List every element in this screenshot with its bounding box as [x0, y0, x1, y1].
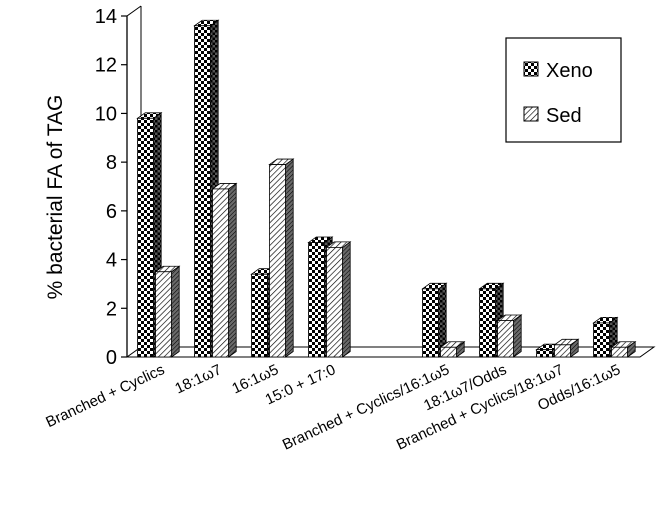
wall-top-edge — [126, 5, 142, 17]
y-tick-label: 12 — [95, 55, 117, 77]
y-tick-label: 6 — [106, 201, 117, 223]
legend: Xeno Sed — [505, 37, 622, 143]
bar-side — [228, 182, 237, 358]
bar-sed-5 — [439, 340, 466, 358]
bar-side — [513, 314, 522, 358]
bar-front — [269, 164, 286, 358]
bar-side — [171, 265, 180, 358]
bar-sed-8 — [610, 340, 637, 358]
bar-side — [285, 158, 294, 358]
bar-xeno-5 — [421, 282, 448, 358]
bar-sed-0 — [154, 265, 181, 358]
x-category-label: Branched + Cyclics — [43, 361, 167, 431]
y-tick-label: 14 — [95, 6, 117, 28]
bar-front — [611, 346, 628, 358]
bar-front — [308, 242, 325, 358]
bar-side — [342, 241, 351, 358]
legend-label-xeno: Xeno — [546, 60, 593, 82]
bar-sed-1 — [211, 182, 238, 358]
legend-box — [505, 37, 622, 143]
bars — [136, 19, 637, 358]
y-tick-label: 2 — [106, 298, 117, 320]
bar-front — [479, 288, 496, 358]
bar-sed-2 — [268, 158, 295, 358]
x-category-label: 18:1ω7 — [172, 361, 224, 397]
bar-front — [593, 322, 610, 358]
bar-sed-7 — [553, 338, 580, 358]
legend-swatch-sed — [523, 106, 539, 122]
bar-sed-3 — [325, 241, 352, 358]
y-tick-label: 8 — [106, 152, 117, 174]
bar-front — [440, 346, 457, 358]
bar-sed-6 — [496, 314, 523, 358]
legend-label-sed: Sed — [546, 105, 582, 127]
y-axis-ticks: 0 2 4 6 8 10 12 14 — [95, 6, 127, 369]
bar-front — [536, 349, 553, 358]
bar-front — [497, 320, 514, 358]
y-tick-label: 10 — [95, 103, 117, 125]
bar-front — [137, 117, 154, 358]
bar-front — [554, 344, 571, 358]
bar-front — [194, 25, 211, 358]
bar-front — [326, 246, 343, 358]
legend-swatch-xeno — [523, 61, 539, 77]
bar-front — [422, 288, 439, 358]
y-tick-label: 0 — [106, 347, 117, 369]
bar-front — [212, 188, 229, 358]
bar-front — [155, 271, 172, 358]
bar-xeno-8 — [592, 316, 619, 358]
y-axis-title: % bacterial FA of TAG — [44, 95, 67, 300]
bar-front — [251, 273, 268, 358]
y-tick-label: 4 — [106, 250, 117, 272]
